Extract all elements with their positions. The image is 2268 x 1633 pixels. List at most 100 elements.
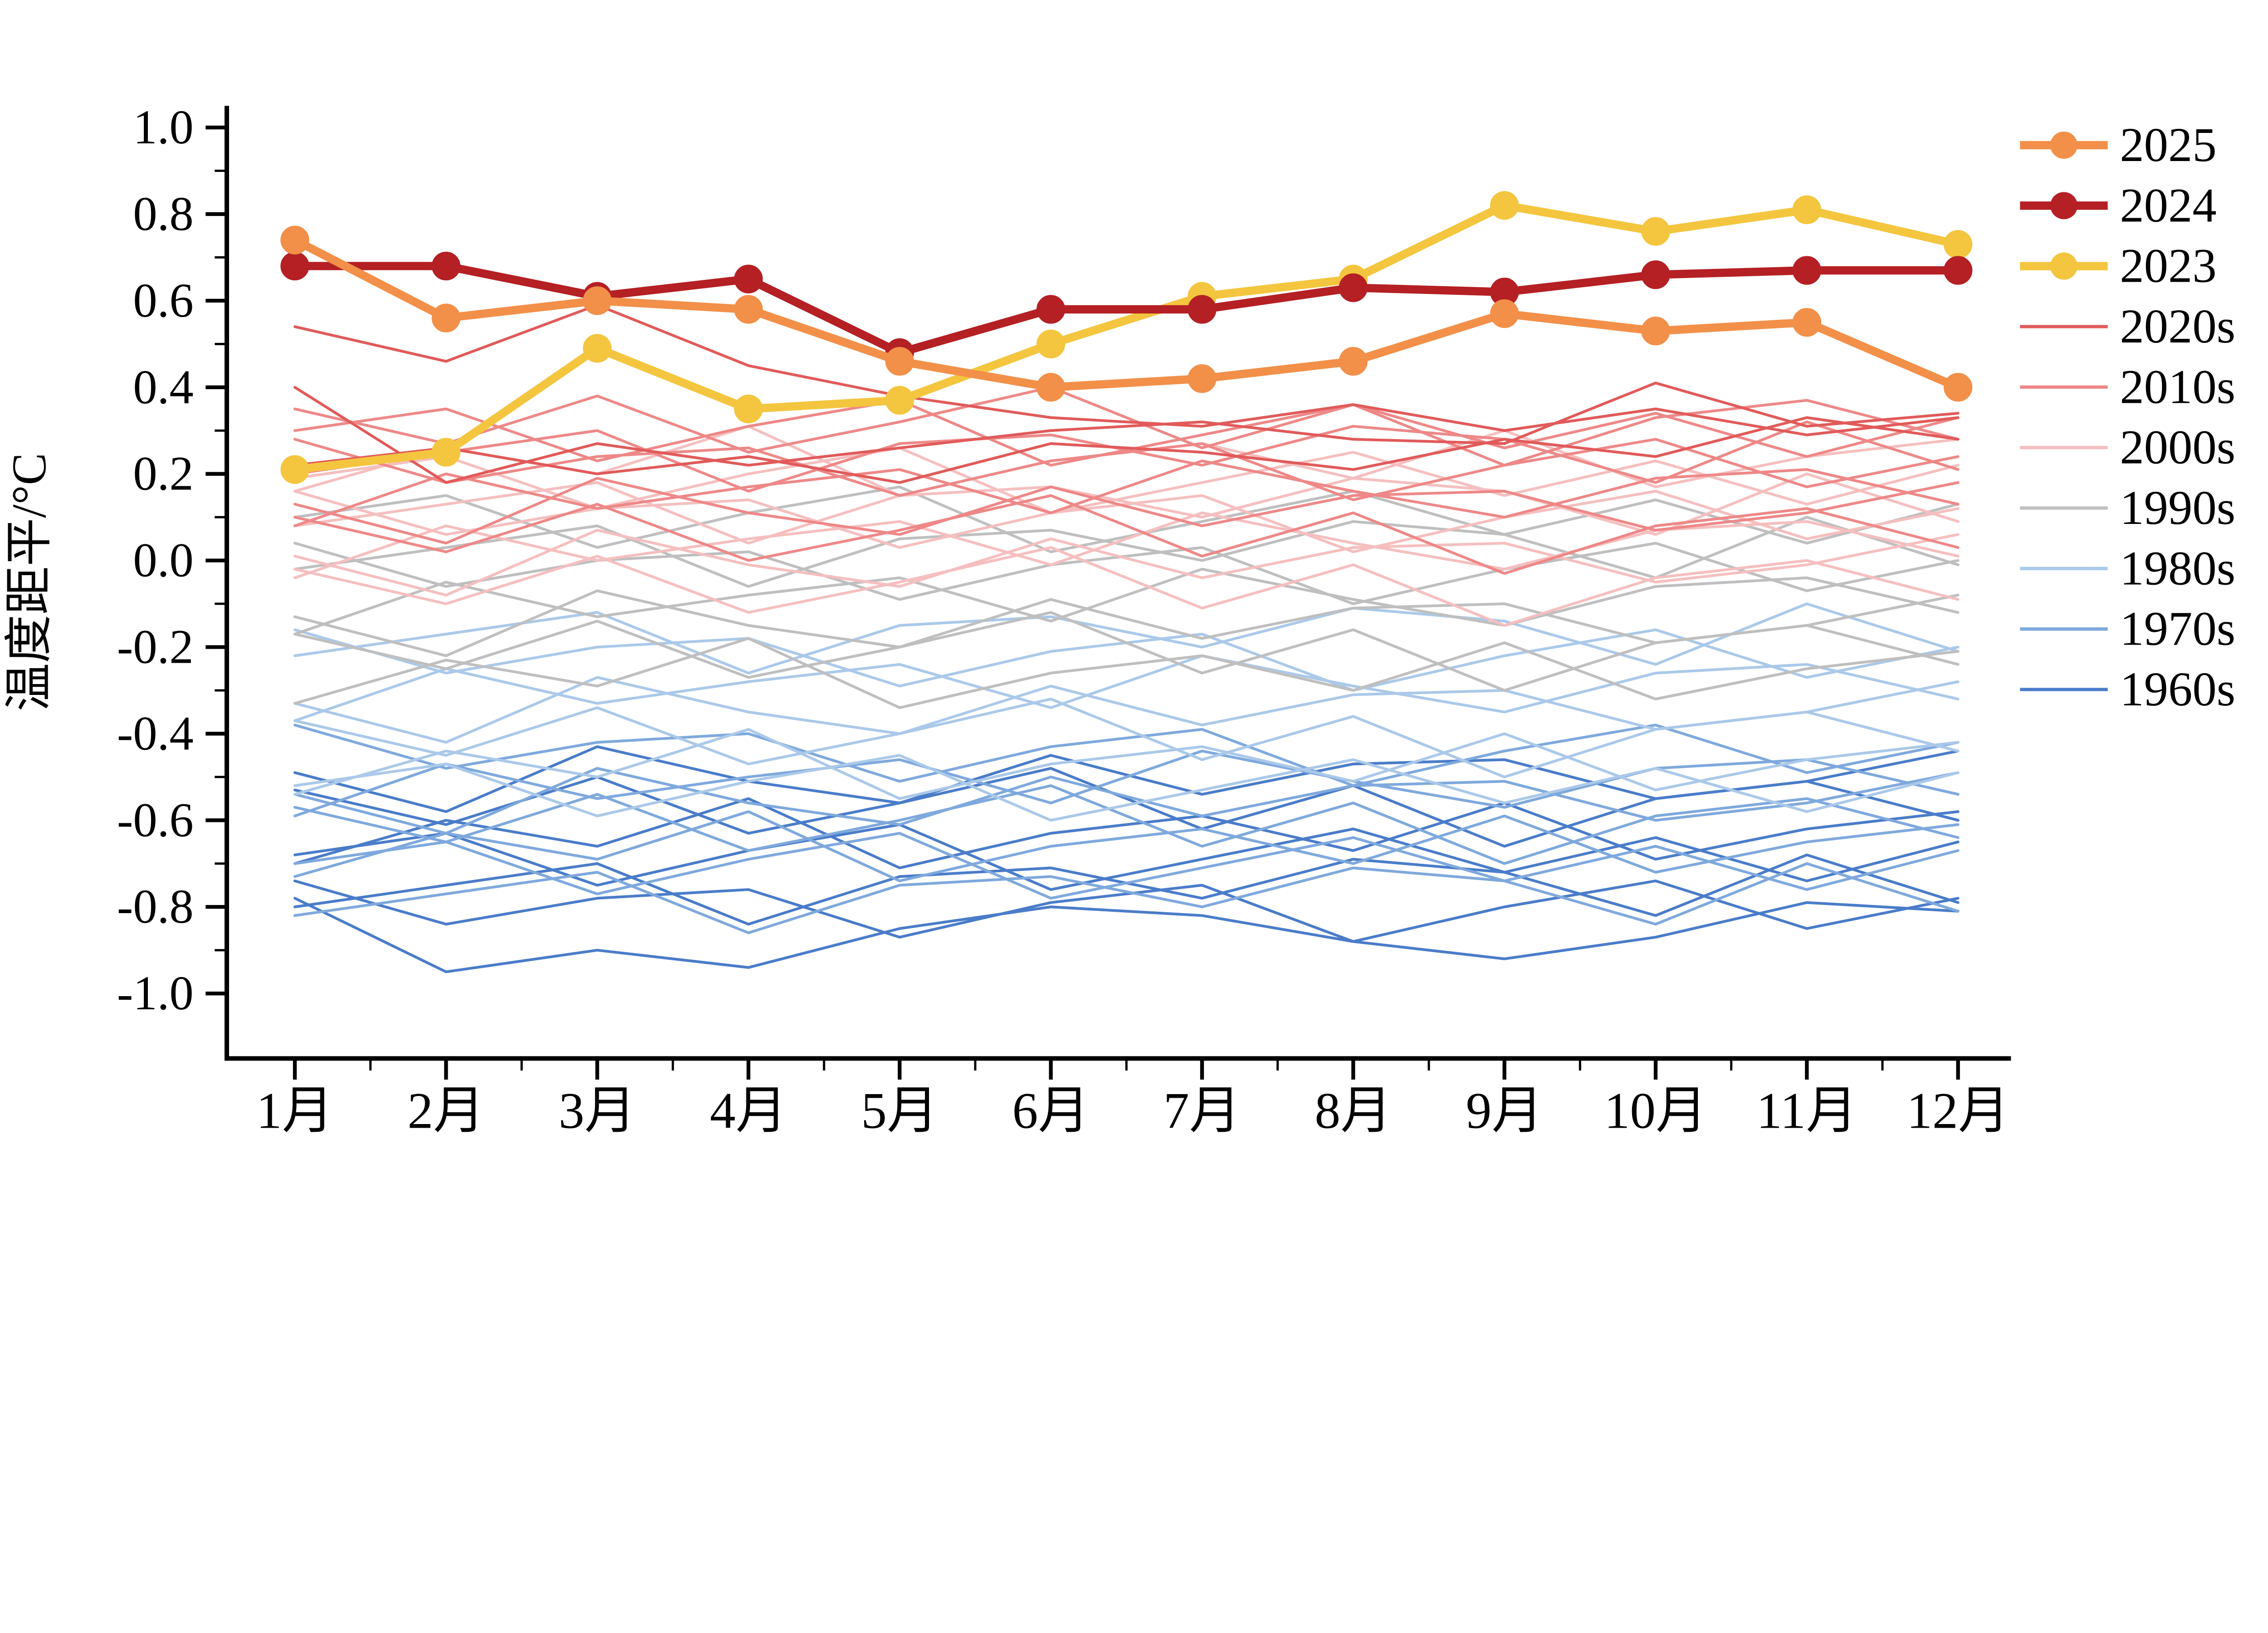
legend-label: 2010s — [2120, 360, 2235, 414]
decade-line-2000s — [293, 511, 1960, 579]
series-marker-2023 — [734, 394, 763, 424]
decade-line-1970s — [293, 724, 1960, 787]
legend-label: 1970s — [2120, 602, 2235, 656]
series-marker-2024 — [1944, 256, 1973, 285]
legend-item-2024: 2024 — [2020, 179, 2217, 232]
x-tick-label: 8月 — [1315, 1082, 1392, 1134]
series-marker-2023 — [1641, 217, 1670, 246]
x-tick-label: 10月 — [1604, 1082, 1707, 1134]
legend-item-2000s: 2000s — [2020, 421, 2235, 474]
series-marker-2025 — [1339, 347, 1368, 376]
series-marker-2024 — [734, 264, 763, 293]
decade-line-1970s — [293, 784, 1960, 865]
decade-line-1980s — [293, 698, 1960, 778]
y-tick-label: 0.2 — [133, 447, 193, 501]
highlight-series — [280, 191, 1973, 484]
x-tick-label: 3月 — [559, 1082, 636, 1134]
legend-item-2025: 2025 — [2020, 118, 2217, 172]
legend-swatch-marker — [2050, 192, 2077, 220]
decade-line-2010s — [293, 494, 1960, 575]
series-marker-2025 — [734, 295, 763, 324]
series-line-2023 — [290, 201, 1962, 474]
legend-item-2010s: 2010s — [2020, 360, 2235, 414]
x-tick-label: 2月 — [407, 1082, 484, 1134]
decade-line-2020s — [293, 303, 1960, 436]
series-marker-2023 — [885, 386, 914, 415]
series-line-2024 — [290, 262, 1962, 357]
legend-label: 1990s — [2120, 481, 2235, 535]
legend-swatch-marker — [2050, 252, 2077, 280]
decade-line-1970s — [293, 810, 1960, 882]
decade-line-1980s — [293, 728, 1960, 800]
decade-line-1990s — [293, 637, 1960, 709]
legend-label: 2000s — [2120, 421, 2235, 474]
series-marker-2025 — [583, 286, 612, 315]
y-tick-label: -0.8 — [117, 880, 194, 934]
y-axis-title: 温度距平/°C — [3, 453, 56, 711]
decade-line-1990s — [293, 485, 1960, 553]
legend-label: 1960s — [2120, 663, 2235, 716]
decade-line-1980s — [293, 754, 1960, 822]
decade-line-1970s — [293, 749, 1960, 817]
series-marker-2024 — [1792, 256, 1821, 285]
legend-item-2020s: 2020s — [2020, 300, 2235, 353]
x-tick-label: 9月 — [1466, 1082, 1543, 1134]
legend-item-1990s: 1990s — [2020, 481, 2235, 535]
x-tick-label: 7月 — [1163, 1082, 1241, 1134]
legend-label: 2025 — [2120, 118, 2216, 172]
y-tick-label: -0.6 — [117, 793, 194, 847]
decade-line-2000s — [293, 546, 1960, 627]
series-marker-2023 — [1792, 195, 1821, 225]
y-tick-label: -1.0 — [117, 967, 194, 1020]
series-marker-2024 — [1188, 295, 1217, 324]
series-marker-2025 — [1944, 373, 1973, 402]
decade-line-2010s — [293, 477, 1960, 545]
series-line-2025 — [290, 236, 1962, 391]
series-marker-2025 — [280, 225, 309, 254]
series-marker-2024 — [1036, 295, 1066, 324]
legend-label: 2023 — [2120, 240, 2216, 293]
series-marker-2024 — [431, 251, 460, 281]
decade-line-1960s — [293, 897, 1960, 973]
decade-line-1960s — [293, 853, 1960, 926]
legend: 2025 2024 2023 2020s 2010s 2000s 1990s 1980s 197… — [2020, 118, 2235, 716]
y-tick-label: 0.6 — [133, 274, 193, 328]
x-tick-label: 6月 — [1012, 1082, 1090, 1134]
series-marker-2023 — [1036, 329, 1066, 358]
decade-line-1960s — [293, 879, 1960, 943]
decade-line-2020s — [293, 416, 1960, 484]
series-marker-2024 — [1641, 260, 1670, 289]
series-marker-2023 — [280, 455, 309, 484]
x-tick-label: 5月 — [861, 1082, 938, 1134]
series-marker-2025 — [1490, 299, 1519, 328]
series-marker-2025 — [1792, 308, 1821, 337]
decade-line-2020s — [293, 381, 1960, 484]
series-marker-2025 — [1036, 373, 1066, 402]
decade-line-2010s — [293, 386, 1960, 467]
y-tick-label: 0.4 — [133, 361, 193, 414]
y-tick-label: 0.8 — [133, 187, 193, 241]
legend-item-1980s: 1980s — [2020, 542, 2235, 595]
decade-line-1990s — [293, 567, 1960, 636]
decade-line-2010s — [293, 420, 1960, 493]
decade-line-2010s — [293, 460, 1960, 528]
decade-line-2000s — [293, 446, 1960, 514]
decade-line-2010s — [293, 438, 1960, 501]
x-tick-label: 1月 — [256, 1082, 333, 1134]
legend-item-2023: 2023 — [2020, 240, 2217, 293]
x-tick-label: 11月 — [1756, 1082, 1857, 1134]
decade-lines — [293, 303, 1960, 973]
decade-line-1980s — [293, 602, 1960, 675]
decade-line-1990s — [293, 611, 1960, 692]
series-marker-2025 — [1641, 317, 1670, 346]
y-tick-label: -0.4 — [117, 707, 194, 760]
series-marker-2025 — [885, 347, 914, 376]
decade-line-1990s — [293, 516, 1960, 588]
decade-line-1970s — [293, 767, 1960, 835]
series-marker-2024 — [280, 251, 309, 281]
decade-line-2000s — [293, 472, 1960, 545]
legend-item-1960s: 1960s — [2020, 663, 2235, 716]
series-marker-2025 — [1188, 364, 1217, 393]
legend-swatch-marker — [2050, 132, 2077, 159]
y-tick-label: 0.0 — [133, 534, 193, 587]
